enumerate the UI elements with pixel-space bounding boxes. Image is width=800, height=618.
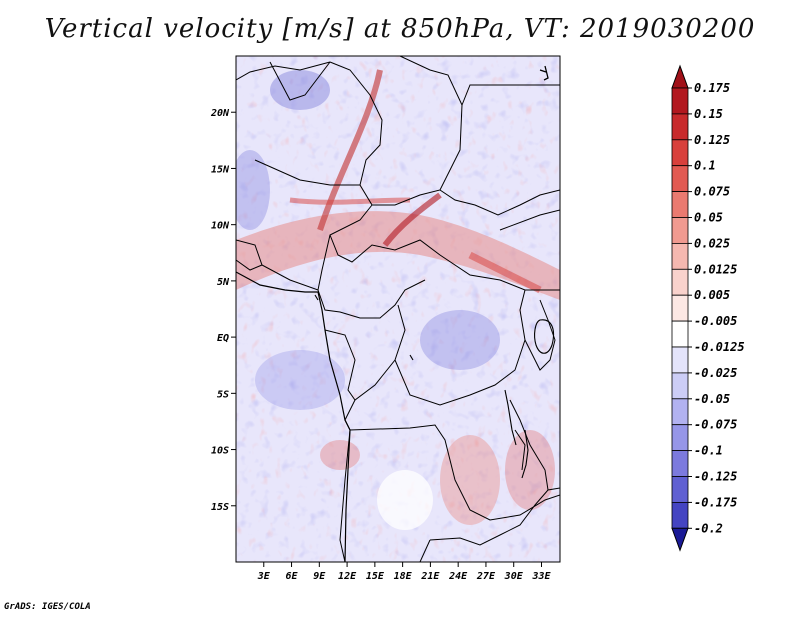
colorbar-label: 0.005	[694, 288, 730, 302]
colorbar-label: -0.005	[694, 314, 737, 328]
colorbar-swatch	[671, 191, 689, 218]
colorbar-swatch	[671, 165, 689, 192]
neutral-area	[377, 470, 433, 530]
map-frame	[235, 55, 561, 563]
country-borders	[236, 56, 560, 562]
convective-line-1	[317, 69, 383, 231]
sink-area-3	[420, 310, 500, 370]
lake-outlines	[314, 294, 555, 479]
latitude-axis: 20N 15N 10N 5N EQ 5S 10S 15S	[210, 108, 236, 513]
colorbar-label: 0.075	[694, 185, 730, 199]
colorbar-swatch	[671, 217, 689, 244]
sink-area-2	[236, 150, 270, 230]
lat-tick-label: 20N	[210, 108, 230, 119]
lon-tick-label: 12E	[338, 571, 357, 582]
lon-tick-label: 3E	[257, 571, 271, 582]
lat-tick-label: 10N	[211, 221, 230, 232]
colorbar-swatch	[671, 450, 689, 477]
colorbar-swatch	[671, 139, 689, 167]
colorbar-swatch	[671, 501, 689, 529]
lon-tick-label: 15E	[366, 571, 385, 582]
colorbar-bottom-triangle	[671, 527, 689, 552]
colorbar-swatch	[671, 87, 689, 115]
rise-area-3	[320, 440, 360, 470]
grads-credit: GrADS: IGES/COLA	[4, 602, 91, 612]
colorbar-label: -0.075	[694, 418, 737, 432]
colorbar-swatch	[671, 320, 689, 348]
colorbar-label: -0.175	[694, 495, 737, 509]
lon-tick-label: 6E	[286, 571, 299, 582]
sink-area-4	[255, 350, 345, 410]
colorbar-swatch	[671, 424, 689, 452]
colorbar-swatch	[671, 346, 689, 374]
lat-tick-label: EQ	[217, 333, 229, 344]
colorbar-label: -0.0125	[694, 340, 745, 354]
velocity-field	[236, 56, 560, 562]
lon-tick-label: 30E	[504, 571, 524, 582]
rise-area-1	[440, 435, 500, 525]
red-sea-coast	[539, 65, 549, 81]
colorbar-label: 0.05	[694, 211, 723, 225]
colorbar-label: 0.025	[694, 236, 730, 250]
colorbar-swatch	[671, 113, 689, 141]
lon-tick-label: 33E	[531, 571, 551, 582]
lon-tick-label: 27E	[476, 571, 496, 582]
colorbar-swatch	[671, 372, 689, 400]
colorbar-label: -0.025	[694, 366, 737, 380]
colorbar-label: 0.15	[694, 107, 723, 121]
colorbar-label: -0.1	[694, 444, 723, 458]
convective-line-2	[382, 192, 442, 247]
colorbar-label: 0.1	[694, 159, 716, 173]
longitude-axis: 3E 6E 9E 12E 15E 18E 21E 24E 27E 30E 33E	[257, 562, 551, 582]
lat-tick-label: 10S	[211, 446, 229, 457]
lat-tick-label: 15N	[211, 164, 230, 175]
colorbar-swatch	[671, 242, 689, 270]
colorbar-swatch	[671, 268, 689, 296]
rise-area-2	[505, 430, 555, 510]
colorbar-swatch	[671, 476, 689, 503]
colorbar-label: 0.125	[694, 133, 730, 147]
colorbar-swatch	[671, 398, 689, 426]
colorbar: 0.175 0.15 0.125 0.1 0.075 0.05 0.025 0.0125 0.0…	[671, 64, 745, 552]
lat-tick-label: 5S	[217, 389, 229, 400]
colorbar-label: -0.05	[694, 392, 730, 406]
sink-area-1	[270, 70, 330, 110]
convective-line-4	[468, 251, 542, 294]
lat-tick-label: 15S	[211, 502, 229, 513]
colorbar-label: 0.175	[694, 81, 730, 95]
colorbar-swatch	[671, 294, 689, 322]
itcz-band	[236, 211, 560, 300]
lon-tick-label: 21E	[420, 571, 440, 582]
plot-title: Vertical velocity [m/s] at 850hPa, VT: 2…	[44, 14, 756, 44]
lon-tick-label: 9E	[313, 571, 326, 582]
atlantic-coastline	[236, 271, 351, 562]
colorbar-label: 0.0125	[694, 262, 737, 276]
colorbar-label: -0.2	[694, 521, 723, 535]
colorbar-top-triangle	[671, 64, 689, 89]
lon-tick-label: 24E	[448, 571, 468, 582]
lat-tick-label: 5N	[217, 277, 230, 288]
lon-tick-label: 18E	[394, 571, 413, 582]
colorbar-label: -0.125	[694, 470, 737, 484]
convective-line-3	[289, 197, 411, 205]
